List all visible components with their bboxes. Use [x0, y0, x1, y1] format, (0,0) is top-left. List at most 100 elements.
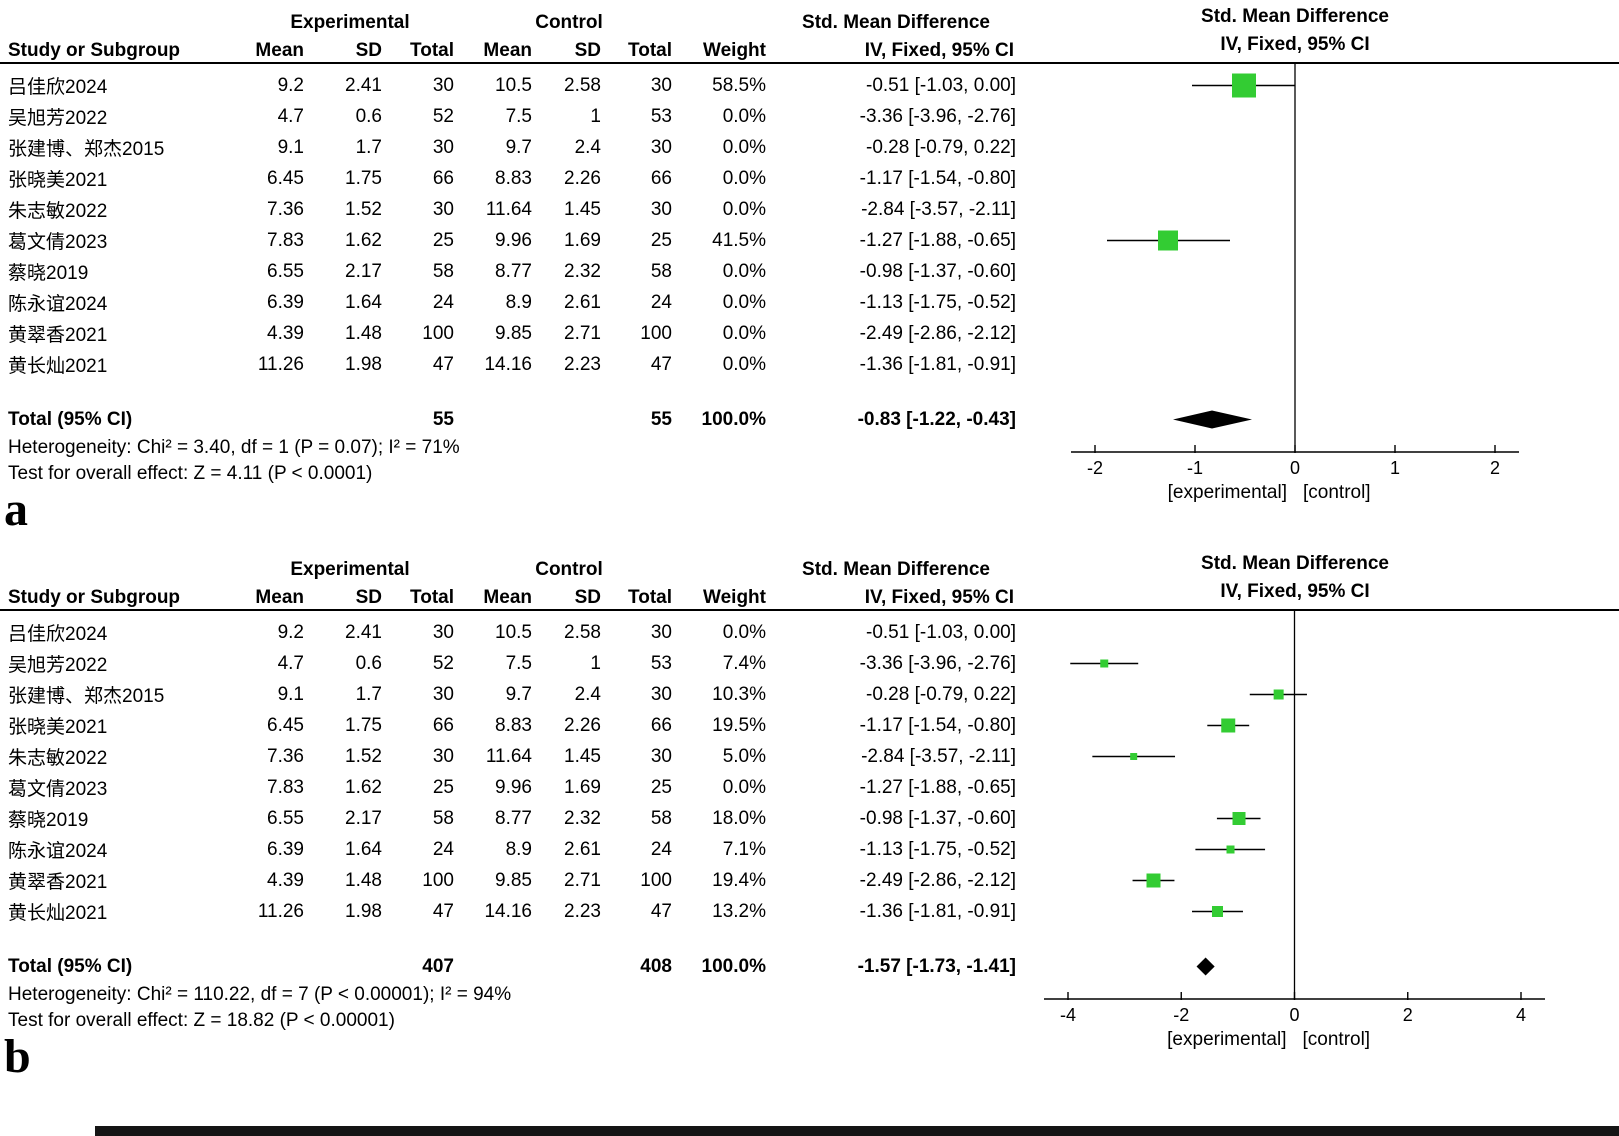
ctl-total: 100: [640, 322, 672, 344]
tick-label: -2: [1173, 1005, 1189, 1025]
ctl-sd: 2.61: [564, 838, 601, 860]
exp-total: 100: [422, 322, 454, 344]
ctl-sd: 2.23: [564, 900, 601, 922]
exp-total: 47: [432, 900, 454, 922]
exp-mean: 6.45: [267, 714, 304, 736]
ctl-total-col-header: Total: [628, 587, 672, 608]
total-weight: 100.0%: [701, 408, 766, 430]
ctl-mean: 8.83: [495, 714, 532, 736]
weight: 58.5%: [712, 74, 766, 96]
study-name: 张建博、郑杰2015: [8, 139, 165, 160]
ctl-mean: 9.96: [495, 776, 532, 798]
exp-sd: 1.52: [345, 745, 382, 767]
column-header-row: Study or Subgroup Mean SD Total Mean SD …: [0, 581, 1619, 609]
experimental-group-header: Experimental: [290, 12, 410, 33]
exp-total: 30: [432, 745, 454, 767]
ctl-total: 47: [650, 353, 672, 375]
header-divider: [0, 62, 1619, 64]
ci-text: -3.36 [-3.96, -2.76]: [859, 652, 1016, 674]
exp-mean: 11.26: [257, 353, 304, 375]
exp-sd: 1.48: [345, 869, 382, 891]
forest-plot-area: Std. Mean Difference IV, Fixed, 95% CI -…: [1040, 547, 1619, 1059]
exp-sd: 1.7: [355, 683, 382, 705]
exp-mean-col-header: Mean: [255, 587, 304, 608]
weight: 0.0%: [722, 291, 766, 313]
tick-label: 0: [1289, 1005, 1299, 1025]
exp-total: 30: [432, 683, 454, 705]
exp-mean: 11.26: [257, 900, 304, 922]
study-name: 吴旭芳2022: [8, 108, 108, 129]
exp-sd: 1.48: [345, 322, 382, 344]
ctl-mean: 9.96: [495, 229, 532, 251]
ctl-mean-col-header: Mean: [483, 587, 532, 608]
forest-plot-panel-b: Experimental Control Std. Mean Differenc…: [0, 547, 1619, 1084]
total-label: Total (95% CI): [8, 955, 133, 977]
axis-caption-left: [experimental]: [1168, 482, 1287, 503]
ctl-sd: 2.58: [564, 74, 601, 96]
smd-column-header: Std. Mean Difference: [802, 12, 990, 33]
exp-mean-col-header: Mean: [255, 40, 304, 61]
exp-sd: 0.6: [355, 652, 382, 674]
forest-plot-svg: -4 -2 0 2 4 [experimental] [control]: [1044, 611, 1545, 1050]
forest-plot-area: Std. Mean Difference IV, Fixed, 95% CI -…: [1040, 0, 1619, 512]
exp-total-col-header: Total: [410, 587, 454, 608]
ctl-total: 25: [650, 229, 672, 251]
ctl-total: 24: [650, 291, 672, 313]
table-row: 张建博、郑杰2015 9.1 1.7 30 9.7 2.4 30 10.3% -0.28 [-0…: [0, 679, 1619, 710]
ctl-total: 47: [650, 900, 672, 922]
plot-iv-header: IV, Fixed, 95% CI: [1220, 34, 1370, 55]
overall-effect-text: Test for overall effect: Z = 18.82 (P < …: [8, 1010, 395, 1031]
table-row: 张晓美2021 6.45 1.75 66 8.83 2.26 66 19.5% -1.17 [-…: [0, 710, 1619, 741]
exp-mean: 6.55: [267, 260, 304, 282]
ctl-sd: 2.58: [564, 621, 601, 643]
ctl-sd: 2.71: [564, 322, 601, 344]
weight: 0.0%: [722, 260, 766, 282]
total-ci: -0.83 [-1.22, -0.43]: [857, 408, 1016, 430]
ctl-sd: 2.32: [564, 807, 601, 829]
exp-sd: 2.17: [345, 260, 382, 282]
ci-text: -0.28 [-0.79, 0.22]: [866, 136, 1016, 158]
effect-marker: [1232, 812, 1246, 825]
table-row: 黄翠香2021 4.39 1.48 100 9.85 2.71 100 19.4% -2.49 …: [0, 865, 1619, 896]
ci-text: -1.13 [-1.75, -0.52]: [859, 838, 1016, 860]
ctl-sd: 2.61: [564, 291, 601, 313]
total-ctl-n: 55: [650, 408, 672, 430]
exp-total: 25: [432, 776, 454, 798]
ctl-mean-col-header: Mean: [483, 40, 532, 61]
exp-total: 66: [432, 167, 454, 189]
effect-marker: [1273, 689, 1284, 700]
ci-text: -3.36 [-3.96, -2.76]: [859, 105, 1016, 127]
heterogeneity-text: Heterogeneity: Chi² = 110.22, df = 7 (P …: [8, 984, 512, 1005]
ctl-mean: 7.5: [505, 105, 532, 127]
iv-col-header: IV, Fixed, 95% CI: [864, 40, 1014, 61]
experimental-group-header: Experimental: [290, 559, 410, 580]
ctl-total: 25: [650, 776, 672, 798]
study-name: 黄长灿2021: [8, 903, 108, 924]
ci-text: -2.84 [-3.57, -2.11]: [861, 198, 1016, 220]
exp-sd: 0.6: [355, 105, 382, 127]
exp-sd: 1.62: [345, 229, 382, 251]
ctl-mean: 8.9: [505, 838, 532, 860]
table-row: 张建博、郑杰2015 9.1 1.7 30 9.7 2.4 30 0.0% -0.28 [-0.…: [0, 132, 1619, 163]
ctl-total: 30: [650, 683, 672, 705]
study-name: 朱志敏2022: [8, 748, 108, 769]
ci-text: -2.49 [-2.86, -2.12]: [859, 322, 1016, 344]
ctl-mean: 8.83: [495, 167, 532, 189]
panel-label: b: [4, 1030, 31, 1083]
ctl-mean: 9.7: [505, 683, 532, 705]
forest-plot-panel-a: Experimental Control Std. Mean Differenc…: [0, 0, 1619, 537]
table-row: 朱志敏2022 7.36 1.52 30 11.64 1.45 30 0.0% -2.84 [-…: [0, 194, 1619, 225]
table-row: 黄长灿2021 11.26 1.98 47 14.16 2.23 47 0.0% -1.36 […: [0, 349, 1619, 380]
plot-iv-header: IV, Fixed, 95% CI: [1220, 581, 1370, 602]
ctl-sd: 2.4: [574, 683, 601, 705]
weight: 7.4%: [722, 652, 766, 674]
ctl-total: 53: [650, 652, 672, 674]
ci-text: -1.36 [-1.81, -0.91]: [859, 900, 1016, 922]
ci-text: -1.27 [-1.88, -0.65]: [859, 776, 1016, 798]
tick-label: 2: [1403, 1005, 1413, 1025]
control-group-header: Control: [535, 12, 603, 33]
exp-total: 58: [432, 807, 454, 829]
total-ci: -1.57 [-1.73, -1.41]: [857, 955, 1016, 977]
study-name: 葛文倩2023: [8, 232, 108, 253]
table-row: 吴旭芳2022 4.7 0.6 52 7.5 1 53 7.4% -3.36 [-3.96, -…: [0, 648, 1619, 679]
